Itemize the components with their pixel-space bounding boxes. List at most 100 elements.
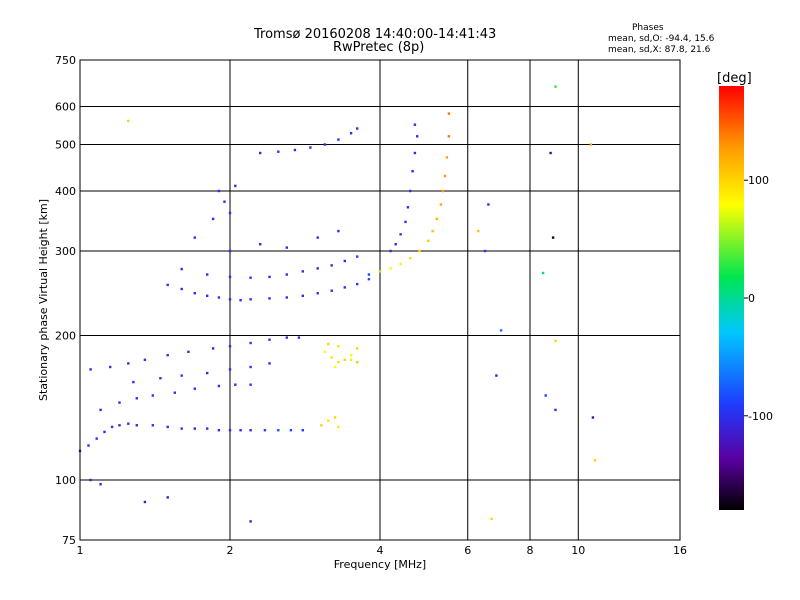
data-point [234,383,237,386]
data-point [301,270,304,273]
data-point [554,85,557,88]
data-point [337,425,340,429]
data-point [320,424,323,427]
colorbar [719,86,744,510]
colorbar-label: [deg] [717,71,752,86]
data-point [367,273,371,276]
data-point [389,267,392,270]
data-point [193,292,196,295]
data-point [151,394,154,397]
data-point [277,429,280,432]
chart-title: Tromsø 20160208 14:40:00-14:41:43 [254,27,497,42]
y-tick-label: 500 [55,139,76,152]
data-point [206,294,209,297]
data-point [249,276,252,279]
data-point [249,341,252,345]
data-point [239,429,242,432]
data-point [293,148,297,152]
data-point [99,483,102,486]
data-point [413,123,417,126]
data-point [349,354,353,357]
data-point [418,249,421,253]
data-point [330,264,333,267]
plot-frame [79,59,681,541]
data-point [554,339,557,342]
data-point [234,184,237,188]
data-point [143,500,147,504]
data-point [249,429,252,432]
data-point [143,358,147,361]
data-point [166,283,169,287]
data-point [103,430,106,434]
data-point [268,275,271,279]
data-point [228,368,232,371]
data-point [544,394,547,397]
data-point [228,211,232,215]
data-point [591,416,595,419]
data-point [285,296,288,299]
data-point [431,229,434,233]
data-point [549,151,552,155]
colorbar-tick-label: -100 [748,410,773,423]
data-point [206,273,209,276]
y-tick-label: 75 [62,534,76,547]
data-point [487,203,490,206]
data-point [187,350,190,353]
data-point [127,422,130,425]
data-point [323,143,326,146]
data-point [349,132,353,135]
data-point [337,361,340,364]
data-point [109,365,112,369]
data-point [249,365,252,369]
data-point [217,384,221,388]
data-point [490,517,493,521]
x-tick-label: 4 [377,544,384,557]
data-point [259,151,262,155]
data-point [301,429,304,432]
x-tick-label: 1 [77,544,84,557]
data-point [277,150,280,153]
data-point [228,345,232,348]
data-point [499,329,503,332]
data-point [297,336,301,339]
data-point [249,520,252,523]
data-point [151,424,154,427]
data-point [316,292,319,295]
data-point [99,408,102,412]
data-point [166,354,169,357]
data-point [356,127,359,130]
data-point [337,138,340,141]
phase-stats-o: mean, sd,O: -94.4, 15.6 [608,34,715,44]
data-point [228,275,232,279]
data-point [333,416,337,419]
y-tick-label: 750 [55,54,76,67]
data-point [316,267,319,270]
data-point [399,262,402,266]
data-point [411,170,414,173]
data-point [268,362,271,365]
y-tick-label: 100 [55,474,76,487]
data-point [541,271,545,275]
data-point [223,200,226,203]
data-point [217,296,221,299]
data-point [356,347,359,350]
data-point [166,425,169,429]
data-point [435,217,438,221]
data-point [206,371,209,375]
data-point [118,424,121,427]
data-point [443,174,447,178]
data-point [327,342,330,346]
data-point [477,229,480,233]
data-point [333,365,337,369]
data-point [127,119,130,123]
data-point [285,246,288,249]
data-point [343,286,346,289]
data-point [399,233,402,236]
data-point [173,391,176,394]
data-point [343,259,346,263]
x-tick-label: 8 [527,544,534,557]
data-point [127,362,130,365]
phase-stats-heading: Phases [632,23,664,33]
data-point [285,273,288,276]
